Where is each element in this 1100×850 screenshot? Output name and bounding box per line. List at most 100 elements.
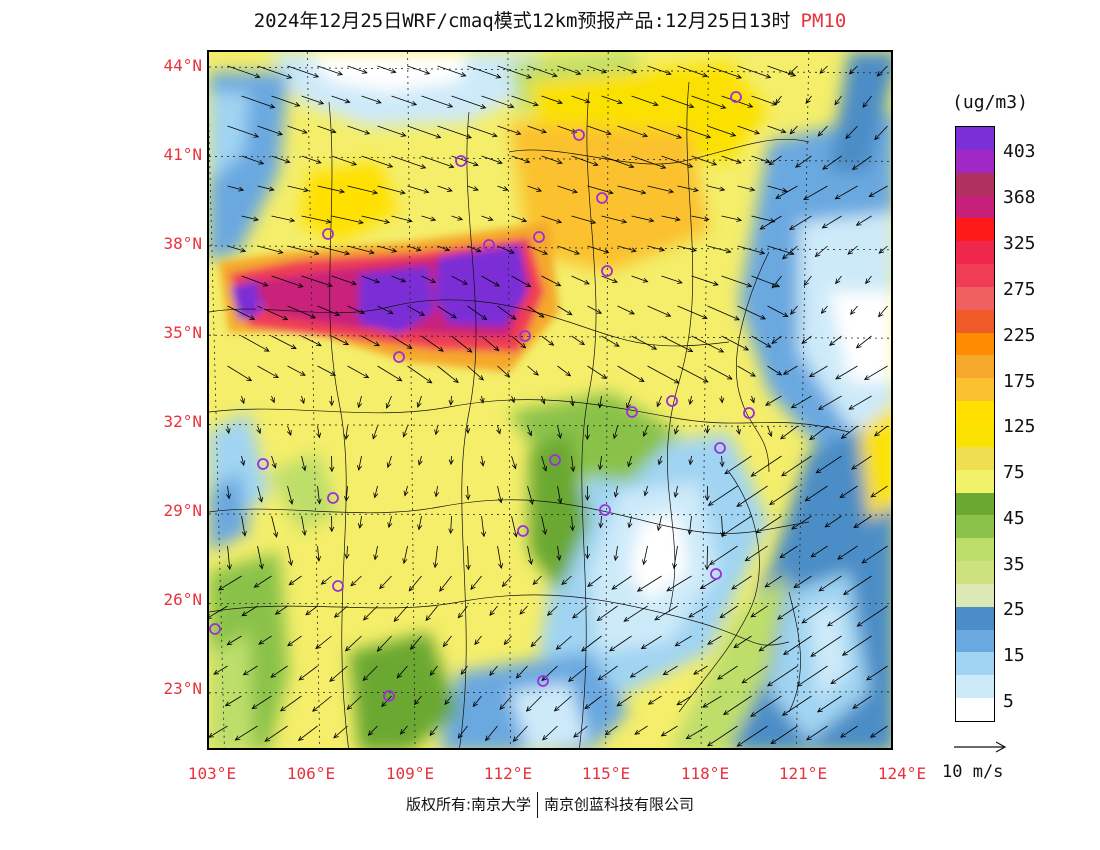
- wind-arrow: [852, 695, 872, 709]
- legend-color-block: [956, 286, 994, 311]
- wind-arrow: [362, 665, 378, 682]
- wind-arrow: [771, 275, 782, 289]
- wind-arrow: [830, 665, 858, 685]
- wind-arrow: [429, 665, 438, 676]
- wind-arrow: [361, 275, 381, 284]
- wind-arrow: [878, 245, 888, 254]
- wind-arrow: [707, 485, 738, 506]
- legend-level: 45: [1003, 508, 1025, 529]
- wind-arrow: [527, 245, 549, 255]
- wind-arrow: [357, 515, 363, 529]
- wind-arrow: [315, 545, 322, 562]
- wind-arrow: [662, 665, 678, 676]
- wind-arrow: [347, 65, 368, 74]
- wind-arrow: [654, 605, 678, 621]
- wind-arrow: [416, 395, 422, 408]
- wind-arrow: [407, 365, 433, 384]
- wind-arrow: [241, 215, 259, 222]
- wind-arrow: [329, 665, 348, 682]
- concentration-field: [209, 52, 891, 748]
- wind-arrow: [791, 515, 812, 530]
- wind-arrow: [361, 95, 382, 104]
- wind-arrow: [329, 455, 335, 473]
- wind-arrow: [346, 695, 362, 710]
- wind-arrow: [557, 65, 582, 76]
- wind-arrow: [347, 185, 379, 195]
- wind-arrow: [721, 155, 742, 164]
- wind-arrow: [821, 215, 842, 229]
- wind-arrow: [557, 125, 578, 134]
- wind-arrow: [465, 425, 471, 434]
- legend-color-block: [956, 698, 994, 722]
- copyright-left: 版权所有:南京大学: [405, 795, 532, 814]
- lat-label-38n: 38°N: [163, 234, 202, 253]
- wind-arrow: [631, 215, 655, 223]
- wind-arrow: [301, 335, 322, 347]
- wind-arrow: [421, 215, 437, 222]
- wind-arrow: [343, 425, 349, 440]
- wind-arrow: [241, 95, 276, 109]
- wind-arrow: [511, 215, 528, 223]
- wind-arrow: [719, 395, 725, 404]
- wind-arrow: [674, 425, 679, 435]
- wind-arrow: [571, 335, 586, 346]
- wind-arrow: [750, 455, 782, 477]
- wind-arrow: [479, 455, 485, 467]
- wind-arrow: [511, 275, 532, 288]
- wind-arrow: [225, 425, 231, 435]
- wind-arrow: [569, 515, 575, 532]
- city-marker: [666, 395, 678, 407]
- wind-arrow: [444, 695, 452, 706]
- wind-arrow: [240, 455, 246, 467]
- wind-arrow: [850, 305, 858, 315]
- wind-arrow: [647, 695, 662, 705]
- wind-arrow: [819, 65, 828, 74]
- wind-arrow: [827, 605, 858, 627]
- legend-level: 325: [1003, 233, 1036, 254]
- pollution-plume-core: [434, 244, 527, 327]
- wind-arrow: [437, 245, 451, 252]
- wind-arrow: [511, 335, 527, 349]
- wind-arrow: [816, 695, 842, 713]
- wind-arrow: [704, 425, 710, 434]
- wind-arrow: [767, 125, 787, 134]
- wind-arrow: [226, 485, 232, 500]
- wind-arrow: [527, 365, 539, 376]
- legend-color-block: [956, 561, 994, 585]
- wind-arrow: [407, 185, 430, 194]
- wind-arrow: [396, 665, 408, 679]
- map-canvas: [209, 52, 891, 748]
- wind-arrow: [612, 425, 618, 440]
- wind-arrow: [779, 545, 798, 559]
- wind-arrow: [421, 155, 455, 169]
- wind-arrow: [721, 515, 752, 537]
- wind-arrow: [387, 515, 393, 529]
- wind-arrow: [530, 635, 542, 648]
- wind-arrow: [499, 695, 512, 710]
- wind-arrow: [485, 725, 498, 742]
- city-marker: [533, 231, 545, 243]
- wind-arrow: [587, 65, 607, 74]
- wind-arrow: [817, 125, 828, 137]
- wind-arrow: [288, 575, 302, 586]
- wind-arrow: [448, 455, 454, 466]
- wind-arrow: [617, 365, 645, 382]
- wind-arrow: [789, 125, 798, 135]
- wind-arrow: [350, 575, 362, 587]
- wind-arrow: [496, 425, 502, 435]
- wind-arrow: [721, 275, 753, 288]
- wind-arrow: [271, 335, 297, 349]
- wind-arrow: [227, 305, 256, 320]
- wind-arrow: [287, 635, 302, 647]
- wind-arrow: [805, 95, 812, 104]
- wind-arrow: [719, 455, 725, 468]
- wind-arrow: [287, 545, 294, 567]
- wind-arrow: [661, 335, 694, 353]
- wind-arrow: [777, 605, 798, 620]
- city-marker: [483, 239, 495, 251]
- city-marker: [601, 265, 613, 277]
- wind-arrow: [347, 305, 366, 315]
- legend-color-block: [956, 127, 994, 151]
- wind-arrow: [855, 335, 872, 349]
- wind-arrow: [672, 545, 678, 570]
